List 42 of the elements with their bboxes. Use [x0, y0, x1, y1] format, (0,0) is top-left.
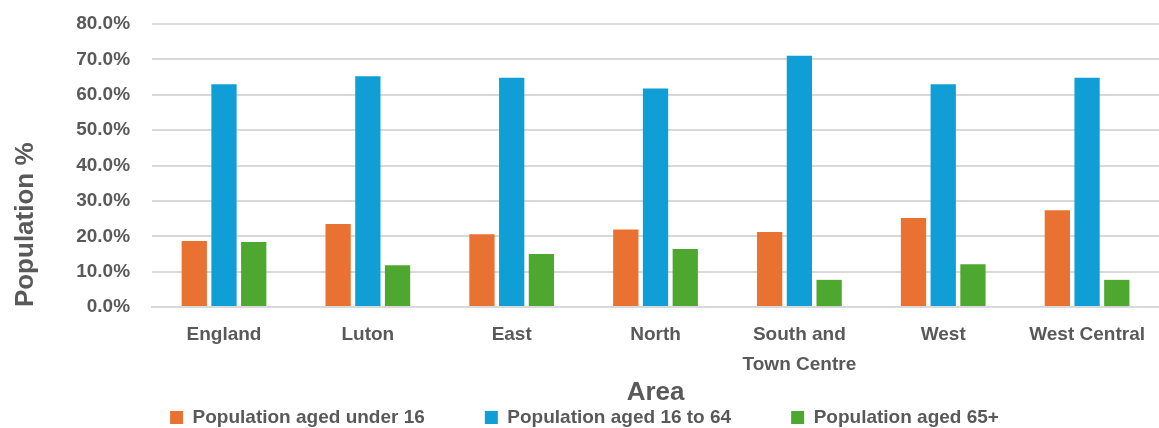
legend-label: Population aged 65+ [813, 405, 999, 427]
bar [816, 279, 842, 307]
x-tick-label: West [920, 323, 967, 345]
y-tick-label: 80.0% [76, 12, 131, 34]
bar [528, 254, 555, 307]
x-axis-title: Area [626, 376, 685, 407]
bar [384, 265, 411, 307]
bar [757, 232, 783, 307]
y-tick-label: 60.0% [76, 83, 131, 105]
bar [469, 234, 495, 307]
bar [181, 240, 207, 307]
y-tick-label: 70.0% [76, 47, 131, 69]
bar [960, 264, 986, 307]
x-tick-label: England [186, 323, 262, 345]
x-tick-label: East [491, 323, 533, 345]
bar [672, 249, 698, 307]
bar [786, 55, 813, 307]
bar [1104, 279, 1130, 307]
bar [325, 223, 351, 307]
x-tick-label: South and Town Centre [742, 323, 857, 374]
bar [900, 217, 927, 307]
bar [1044, 210, 1070, 307]
bar [355, 76, 381, 307]
bar [613, 229, 639, 307]
x-tick-label: Luton [341, 323, 395, 345]
bar [499, 77, 525, 307]
bar [241, 241, 267, 307]
y-tick-label: 50.0% [76, 118, 131, 140]
bar [930, 84, 956, 307]
y-tick-label: 20.0% [76, 224, 131, 246]
y-tick-label: 40.0% [76, 153, 131, 175]
x-tick-label: West Central [1029, 323, 1145, 345]
bar [642, 88, 669, 307]
legend-label: Population aged under 16 [192, 405, 425, 427]
y-tick-label: 30.0% [76, 189, 131, 211]
bar [1074, 77, 1100, 307]
x-tick-label: North [630, 323, 681, 345]
y-tick-label: 0.0% [86, 295, 131, 317]
y-tick-label: 10.0% [76, 259, 131, 281]
legend-label: Population aged 16 to 64 [507, 405, 732, 427]
bar [211, 84, 237, 307]
y-axis-title: Population % [8, 142, 39, 308]
